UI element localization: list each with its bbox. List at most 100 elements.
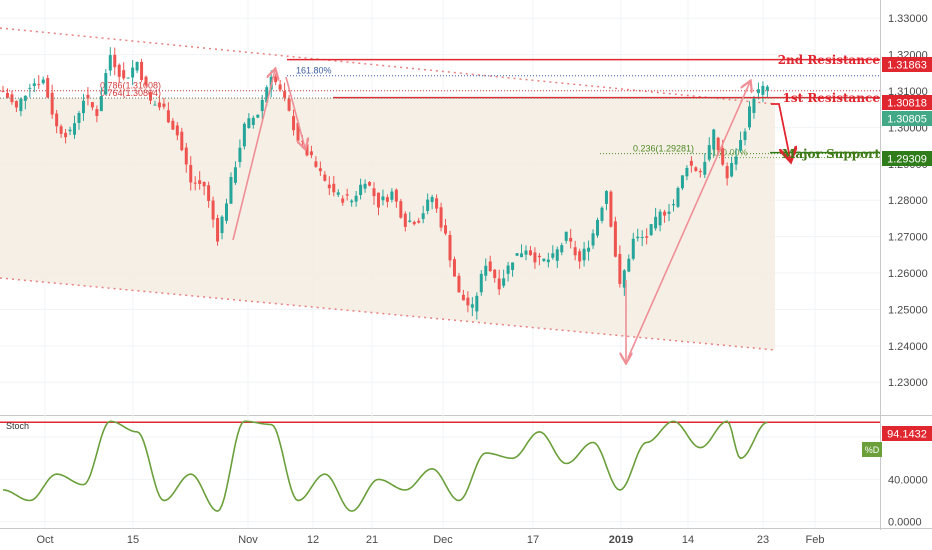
candle-body	[81, 100, 85, 114]
candle-body	[354, 195, 358, 202]
candle-body	[323, 174, 327, 181]
candle-body	[555, 249, 559, 261]
candle-body	[515, 253, 519, 256]
candle-body	[64, 132, 68, 138]
candle-body	[140, 61, 144, 80]
candle-body	[77, 113, 81, 124]
candle-body	[309, 151, 313, 156]
candle-body	[314, 161, 318, 167]
stoch-tick-label: 40.0000	[888, 474, 928, 486]
candle-body	[216, 218, 220, 242]
candle-body	[654, 216, 658, 229]
candle-body	[497, 278, 501, 290]
price-tick-label: 1.23000	[888, 377, 928, 389]
candle-body	[649, 224, 653, 236]
projection-arrow	[232, 70, 275, 241]
candle-body	[457, 275, 461, 293]
candle-body	[318, 168, 322, 172]
candle-body	[412, 221, 416, 225]
candle-body	[332, 183, 336, 193]
candle-body	[645, 236, 649, 238]
candle-body	[667, 211, 671, 214]
candle-body	[560, 245, 564, 253]
candle-body	[153, 104, 157, 106]
time-tick-label: Dec	[433, 534, 453, 546]
candle-body	[229, 176, 233, 204]
major-support-label: Major Support	[782, 147, 880, 161]
candle-body	[59, 126, 63, 134]
candle-body	[542, 258, 546, 261]
second-resistance-label: 2nd Resistance	[778, 53, 881, 67]
candle-body	[41, 79, 45, 84]
candle-body	[144, 76, 148, 86]
candle-body	[613, 221, 617, 257]
candle-body	[730, 163, 734, 177]
candle-body	[350, 200, 354, 203]
candle-body	[582, 248, 586, 261]
stoch-pane[interactable]	[0, 416, 880, 528]
candle-body	[448, 234, 452, 261]
candle-body	[385, 197, 389, 202]
candle-body	[37, 84, 41, 86]
candle-body	[198, 180, 202, 184]
candle-body	[50, 92, 54, 115]
projection-arrow	[627, 82, 750, 359]
time-tick-label: 2019	[609, 534, 633, 546]
candle-body	[359, 184, 363, 196]
candle-body	[46, 78, 50, 98]
candle-body	[86, 94, 90, 99]
time-tick-label: 12	[307, 534, 319, 546]
candle-body	[627, 258, 631, 272]
candle-body	[461, 294, 465, 301]
stoch-tick-label: 0.0000	[888, 517, 922, 529]
candle-body	[220, 216, 224, 234]
fib-label: 0.764(1.30804)	[100, 88, 161, 98]
candle-body	[1, 91, 5, 93]
stoch-level-tag-text: 94.1432	[887, 429, 927, 441]
time-tick-label: Feb	[806, 534, 825, 546]
candle-body	[283, 91, 287, 98]
candle-body	[698, 171, 702, 173]
candle-body	[618, 254, 622, 284]
time-tick-label: 23	[757, 534, 769, 546]
time-tick-label: 14	[682, 534, 694, 546]
candle-body	[444, 225, 448, 234]
candle-body	[765, 86, 769, 91]
candle-body	[569, 237, 573, 242]
candle-body	[403, 213, 407, 227]
candle-body	[32, 83, 36, 86]
candle-body	[292, 116, 296, 131]
candle-body	[600, 207, 604, 221]
second-resistance-tag: 1.31863	[882, 57, 932, 72]
projection-arrows	[232, 70, 790, 362]
candle-body	[274, 76, 278, 83]
candle-body	[470, 304, 474, 308]
candle-body	[721, 148, 725, 165]
candle-body	[622, 270, 626, 288]
time-tick-label: 15	[127, 534, 139, 546]
candle-body	[636, 236, 640, 239]
candle-body	[587, 247, 591, 252]
candle-body	[247, 118, 251, 129]
candle-body	[466, 297, 470, 306]
candle-body	[242, 123, 246, 147]
candle-body	[707, 145, 711, 160]
stoch-level-tag: 94.1432	[882, 426, 932, 441]
candle-body	[435, 198, 439, 209]
candle-body	[716, 137, 720, 151]
price-tick-label: 1.26000	[888, 268, 928, 280]
candle-body	[149, 92, 153, 101]
candle-body	[703, 161, 707, 175]
candle-body	[122, 70, 126, 79]
candle-body	[376, 192, 380, 208]
projection-arrow	[285, 76, 305, 148]
candle-body	[202, 182, 206, 187]
candle-body	[5, 92, 9, 98]
major-support-tag: 1.29309	[882, 151, 932, 166]
candle-body	[327, 184, 331, 189]
candle-body	[265, 87, 269, 103]
candle-body	[658, 211, 662, 226]
candle-body	[502, 278, 506, 286]
